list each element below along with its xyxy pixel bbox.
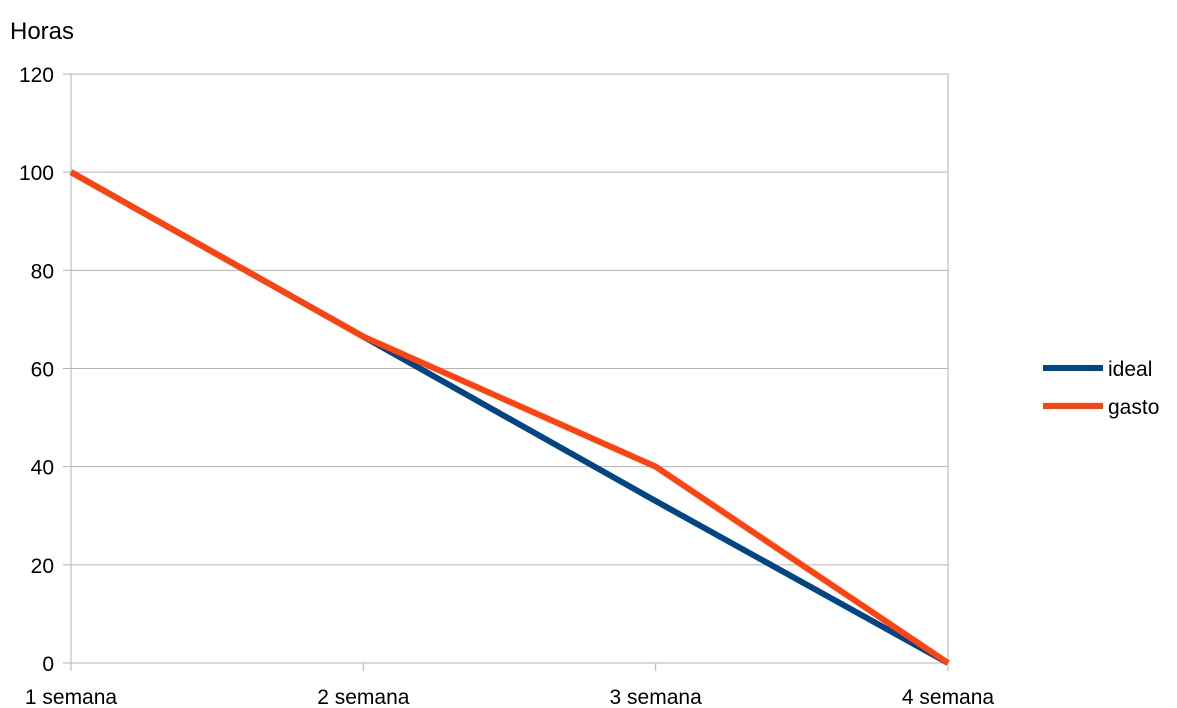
series-lines bbox=[69, 169, 950, 666]
x-tick-label: 4 semana bbox=[902, 686, 995, 708]
y-tick-label: 20 bbox=[31, 555, 54, 578]
y-tick-label: 100 bbox=[19, 162, 54, 185]
y-tick-label: 120 bbox=[19, 64, 54, 87]
legend-label-gasto: gasto bbox=[1108, 396, 1159, 419]
y-axis-ticks: 0 20 40 60 80 100 120 bbox=[19, 64, 71, 676]
x-tick-label: 3 semana bbox=[610, 686, 703, 708]
y-tick-label: 0 bbox=[42, 653, 54, 676]
y-axis-title: Horas bbox=[10, 18, 74, 45]
y-tick-label: 80 bbox=[31, 260, 54, 283]
legend-label-ideal: ideal bbox=[1108, 358, 1152, 381]
x-axis-ticks: 1 semana 2 semana 3 semana 4 semana bbox=[25, 663, 995, 708]
series-line-gasto bbox=[69, 169, 950, 666]
legend: ideal gasto bbox=[1043, 358, 1159, 419]
gridlines bbox=[70, 73, 949, 664]
x-tick-label: 1 semana bbox=[25, 686, 118, 708]
y-tick-label: 40 bbox=[31, 457, 54, 480]
y-tick-label: 60 bbox=[31, 359, 54, 382]
x-tick-label: 2 semana bbox=[317, 686, 410, 708]
